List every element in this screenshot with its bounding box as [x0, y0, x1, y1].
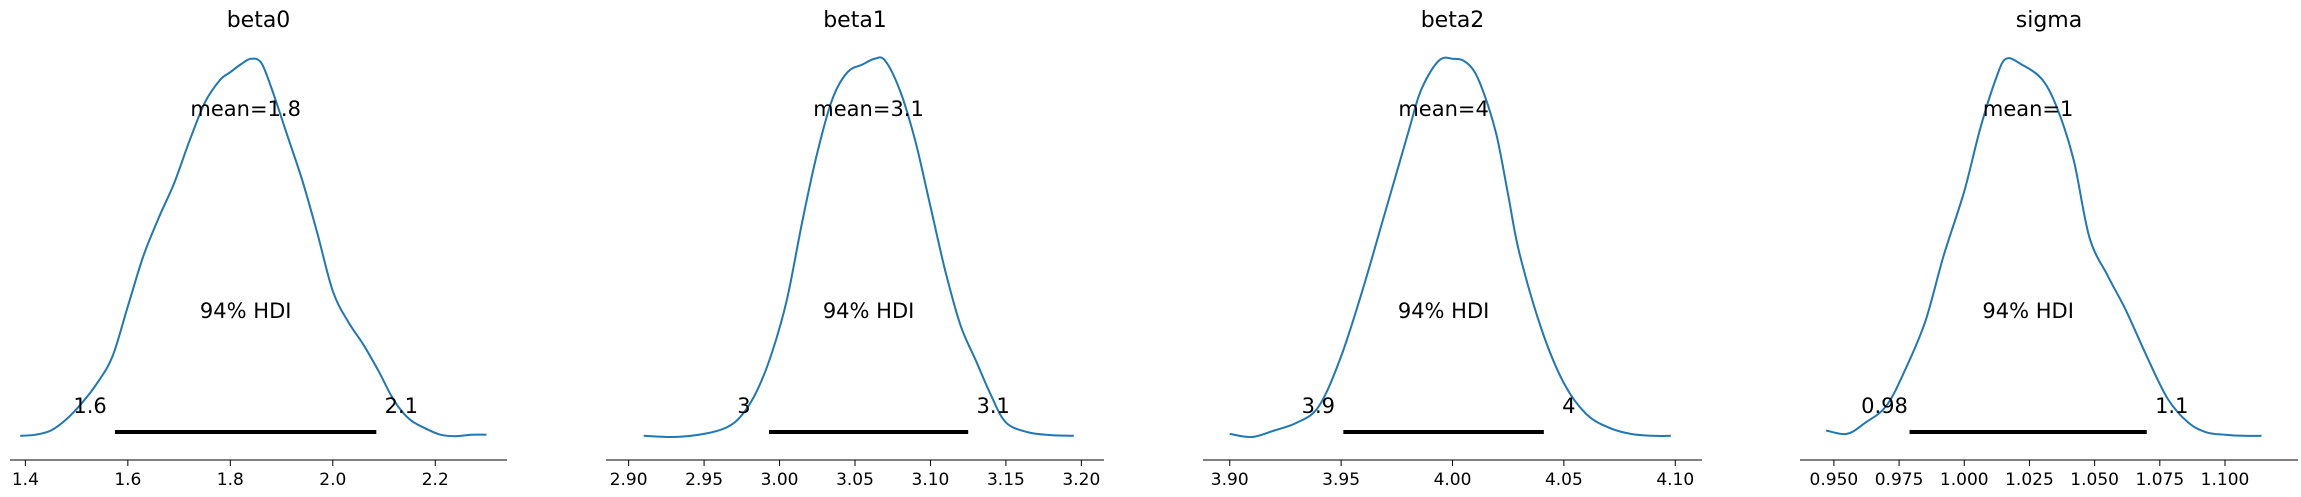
hdi-high-label: 1.1: [2155, 394, 2188, 418]
x-tick-label: 3.15: [987, 470, 1025, 490]
panel-sigma: sigma 0.950 0.975 1.000 1.025 1.050 1.075 1.100…: [1800, 8, 2298, 490]
panel-title: beta2: [1421, 8, 1485, 33]
x-tick-label: 2.90: [610, 470, 648, 490]
x-tick-label: 1.075: [2135, 470, 2184, 490]
density-curve: [1825, 57, 2262, 437]
hdi-low-label: 0.98: [1861, 394, 1908, 418]
x-tick-label: 3.95: [1322, 470, 1360, 490]
hdi-label: 94% HDI: [200, 299, 292, 323]
mean-label: mean=1: [1983, 97, 2074, 121]
x-tick-label: 1.8: [217, 470, 244, 490]
x-tick-label: 1.050: [2070, 470, 2119, 490]
hdi-high-label: 4: [1562, 394, 1575, 418]
hdi-label: 94% HDI: [1398, 299, 1490, 323]
panel-title: beta1: [823, 8, 887, 33]
hdi-label: 94% HDI: [1982, 299, 2074, 323]
x-tick-label: 2.95: [685, 470, 723, 490]
x-tick-label: 3.90: [1211, 470, 1249, 490]
panel-beta1: beta1 2.90 2.95 3.00 3.05 3.10 3.15 3.20 mean=3.…: [606, 8, 1104, 490]
panel-beta2: beta2 3.90 3.95 4.00 4.05 4.10 mean=4 94% HDI 3.…: [1203, 8, 1702, 490]
hdi-low-label: 3: [737, 394, 750, 418]
x-tick-label: 4.10: [1656, 470, 1694, 490]
panel-beta0: beta0 1.4 1.6 1.8 2.0 2.2 mean=1.8 94% HDI 1.6 2.…: [10, 8, 507, 490]
hdi-high-label: 3.1: [976, 394, 1009, 418]
x-tick-label: 0.975: [1875, 470, 1924, 490]
x-tick-label: 3.10: [912, 470, 950, 490]
x-tick-label: 3.05: [836, 470, 874, 490]
mean-label: mean=1.8: [190, 97, 301, 121]
x-tick-label: 4.05: [1545, 470, 1583, 490]
hdi-label: 94% HDI: [823, 299, 915, 323]
x-tick-label: 1.025: [2005, 470, 2054, 490]
mean-label: mean=4: [1398, 97, 1489, 121]
x-tick-label: 1.000: [1940, 470, 1989, 490]
x-tick-label: 1.6: [114, 470, 141, 490]
density-curve: [1229, 56, 1671, 439]
density-curve: [20, 57, 487, 438]
density-curve: [643, 56, 1074, 439]
x-tick-label: 1.4: [12, 470, 39, 490]
hdi-low-label: 1.6: [73, 394, 106, 418]
x-tick-label: 0.950: [1810, 470, 1859, 490]
panel-title: sigma: [2016, 8, 2082, 33]
x-tick-label: 1.100: [2201, 470, 2250, 490]
hdi-low-label: 3.9: [1302, 394, 1335, 418]
x-tick-label: 2.2: [422, 470, 449, 490]
mean-label: mean=3.1: [813, 97, 924, 121]
x-tick-label: 4.00: [1434, 470, 1472, 490]
x-tick-label: 3.20: [1062, 470, 1100, 490]
x-tick-label: 2.0: [319, 470, 346, 490]
hdi-high-label: 2.1: [385, 394, 418, 418]
panel-title: beta0: [227, 8, 291, 33]
x-tick-label: 3.00: [761, 470, 799, 490]
